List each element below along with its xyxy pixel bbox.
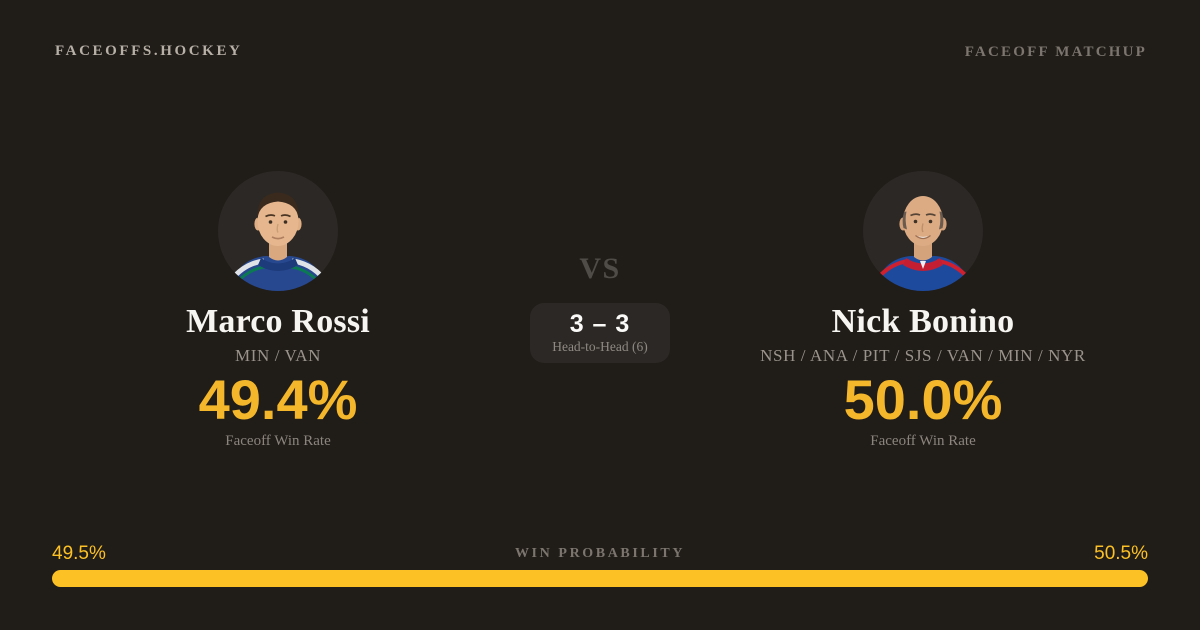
win-bar-segment-right	[594, 570, 1148, 587]
faceoff-win-rate-value-right: 50.0%	[843, 368, 1003, 431]
player-avatar-right-headshot-icon	[863, 171, 983, 291]
player-teams-right: NSH / ANA / PIT / SJS / VAN / MIN / NYR	[760, 346, 1086, 365]
faceoff-win-rate-label-left: Faceoff Win Rate	[225, 433, 331, 449]
vs-label: VS	[579, 252, 621, 285]
brand-logo-text: FACEOFFS.HOCKEY	[55, 43, 243, 59]
win-probability-right-value: 50.5%	[1094, 543, 1148, 564]
win-probability-bar	[52, 570, 1148, 587]
player-teams-left: MIN / VAN	[234, 346, 321, 365]
player-card-left: Marco Rossi MIN / VAN 49.4% Faceoff Win …	[58, 171, 498, 450]
head-to-head-box: 3 – 3 Head-to-Head (6)	[530, 303, 670, 363]
faceoff-win-rate-value-left: 49.4%	[198, 368, 358, 431]
head-to-head-score: 3 – 3	[569, 310, 631, 338]
head-to-head-label: Head-to-Head (6)	[552, 339, 648, 354]
player-name-left: Marco Rossi	[186, 303, 370, 340]
win-bar-segment-left	[52, 570, 595, 587]
player-avatar-left-headshot-icon	[218, 171, 338, 291]
win-probability-label: WIN PROBABILITY	[514, 546, 686, 561]
page-label: FACEOFF MATCHUP	[964, 44, 1147, 60]
player-card-right: Nick Bonino NSH / ANA / PIT / SJS / VAN …	[703, 171, 1143, 450]
win-probability-left-value: 49.5%	[52, 543, 106, 564]
player-name-right: Nick Bonino	[831, 303, 1015, 340]
faceoff-win-rate-label-right: Faceoff Win Rate	[870, 433, 976, 449]
